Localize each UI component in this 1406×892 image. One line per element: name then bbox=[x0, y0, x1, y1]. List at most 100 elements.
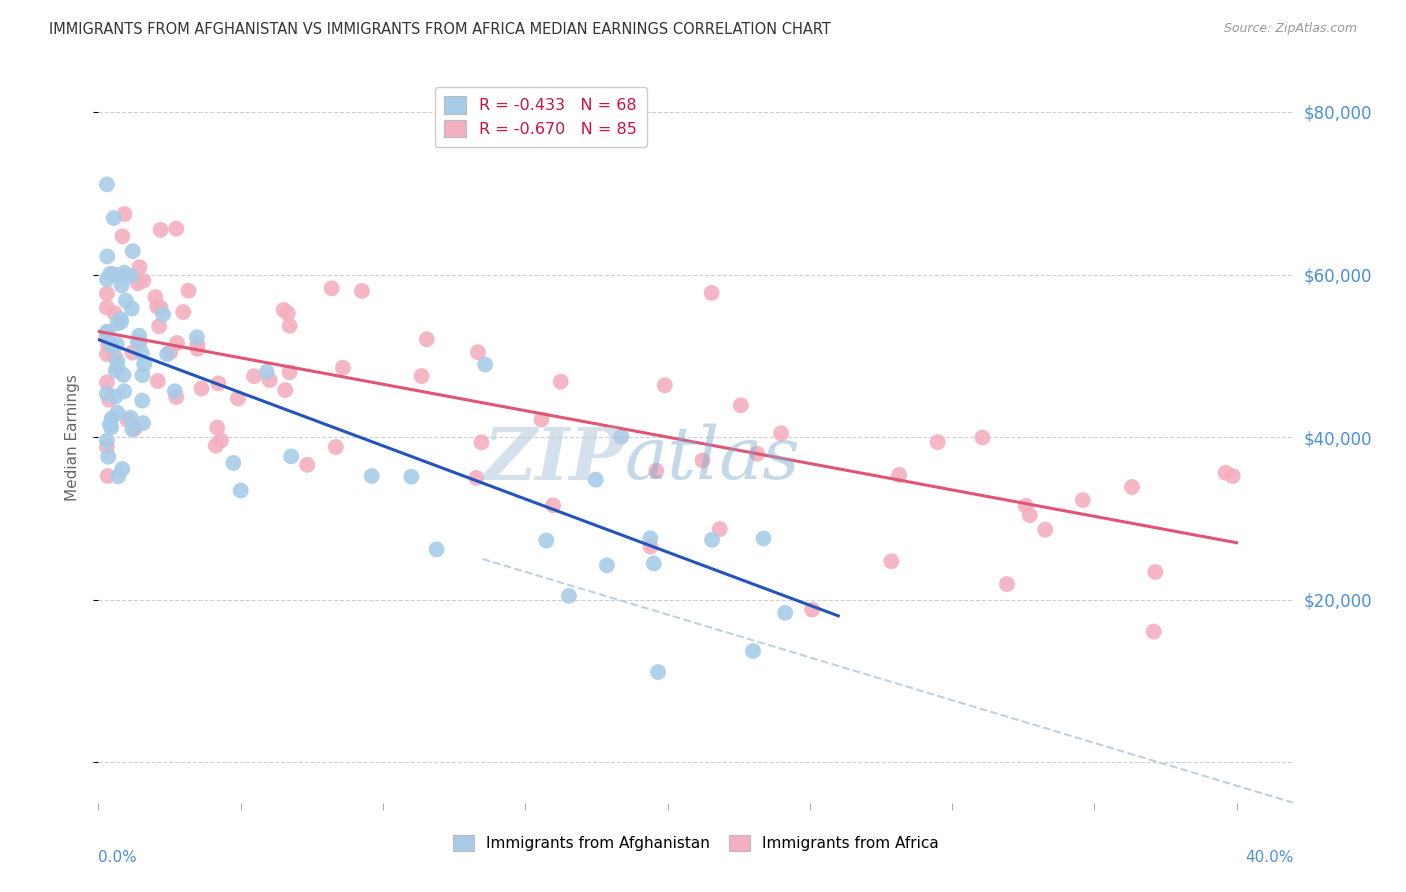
Text: IMMIGRANTS FROM AFGHANISTAN VS IMMIGRANTS FROM AFRICA MEDIAN EARNINGS CORRELATIO: IMMIGRANTS FROM AFGHANISTAN VS IMMIGRANT… bbox=[49, 22, 831, 37]
Point bbox=[96, 331, 118, 345]
Point bbox=[273, 302, 295, 317]
Point bbox=[773, 606, 796, 620]
Point bbox=[124, 421, 146, 435]
Point bbox=[465, 471, 488, 485]
Point bbox=[146, 374, 169, 388]
Point bbox=[278, 318, 301, 333]
Point bbox=[585, 473, 607, 487]
Point bbox=[416, 332, 439, 346]
Point bbox=[360, 469, 382, 483]
Point bbox=[165, 390, 187, 404]
Point bbox=[100, 420, 122, 434]
Point bbox=[121, 423, 143, 437]
Point bbox=[640, 540, 662, 554]
Point bbox=[132, 274, 155, 288]
Point bbox=[101, 267, 124, 281]
Point bbox=[640, 531, 662, 545]
Point bbox=[205, 420, 228, 434]
Point bbox=[97, 450, 120, 464]
Point bbox=[770, 426, 793, 441]
Point bbox=[96, 386, 118, 401]
Point bbox=[277, 306, 299, 320]
Text: 40.0%: 40.0% bbox=[1246, 850, 1294, 865]
Point bbox=[96, 286, 118, 301]
Point bbox=[127, 335, 149, 350]
Text: ZIP: ZIP bbox=[484, 424, 624, 494]
Point bbox=[278, 365, 301, 379]
Point bbox=[114, 293, 136, 308]
Legend: Immigrants from Afghanistan, Immigrants from Africa: Immigrants from Afghanistan, Immigrants … bbox=[447, 829, 945, 857]
Point bbox=[163, 384, 186, 399]
Point bbox=[112, 266, 135, 280]
Point bbox=[96, 326, 118, 341]
Point bbox=[96, 178, 118, 192]
Point bbox=[128, 260, 150, 275]
Point bbox=[145, 290, 167, 304]
Point bbox=[132, 416, 155, 430]
Point bbox=[229, 483, 252, 498]
Point bbox=[134, 357, 156, 371]
Point bbox=[148, 319, 170, 334]
Point bbox=[927, 435, 949, 450]
Point bbox=[100, 411, 122, 425]
Point bbox=[530, 412, 553, 426]
Point bbox=[401, 469, 423, 483]
Point bbox=[541, 499, 564, 513]
Point bbox=[165, 221, 187, 235]
Point bbox=[98, 392, 121, 407]
Point bbox=[96, 325, 118, 339]
Point bbox=[97, 338, 120, 352]
Point bbox=[204, 439, 226, 453]
Text: Source: ZipAtlas.com: Source: ZipAtlas.com bbox=[1223, 22, 1357, 36]
Point bbox=[700, 533, 723, 547]
Point bbox=[96, 347, 118, 361]
Point bbox=[131, 368, 153, 383]
Point bbox=[114, 207, 136, 221]
Point bbox=[110, 312, 132, 326]
Point bbox=[97, 469, 120, 483]
Point bbox=[186, 337, 208, 351]
Point bbox=[350, 284, 373, 298]
Point bbox=[96, 434, 118, 448]
Point bbox=[156, 347, 179, 361]
Point bbox=[111, 278, 134, 293]
Point bbox=[1144, 565, 1167, 579]
Point bbox=[121, 345, 143, 359]
Point bbox=[700, 285, 723, 300]
Point bbox=[1014, 499, 1036, 513]
Text: 0.0%: 0.0% bbox=[98, 850, 138, 865]
Point bbox=[121, 244, 143, 259]
Point bbox=[96, 376, 118, 390]
Point bbox=[190, 382, 212, 396]
Point bbox=[411, 369, 433, 384]
Point bbox=[107, 469, 129, 483]
Point bbox=[1018, 508, 1040, 523]
Point bbox=[103, 306, 125, 320]
Point bbox=[280, 450, 302, 464]
Point bbox=[474, 358, 496, 372]
Point bbox=[1121, 480, 1143, 494]
Point bbox=[149, 223, 172, 237]
Point bbox=[470, 435, 492, 450]
Point bbox=[172, 305, 194, 319]
Point bbox=[730, 398, 752, 412]
Point bbox=[117, 413, 139, 427]
Point bbox=[107, 360, 129, 375]
Y-axis label: Median Earnings: Median Earnings bbox=[65, 374, 80, 500]
Point bbox=[128, 328, 150, 343]
Point bbox=[103, 211, 125, 225]
Point bbox=[209, 434, 232, 448]
Point bbox=[186, 330, 208, 344]
Point bbox=[332, 360, 354, 375]
Point bbox=[127, 276, 149, 290]
Point bbox=[110, 315, 132, 329]
Point bbox=[131, 393, 153, 408]
Point bbox=[112, 368, 135, 382]
Point bbox=[995, 577, 1018, 591]
Point bbox=[295, 458, 318, 472]
Point bbox=[120, 410, 142, 425]
Point bbox=[645, 464, 668, 478]
Point bbox=[610, 430, 633, 444]
Point bbox=[643, 557, 665, 571]
Text: atlas: atlas bbox=[624, 424, 800, 494]
